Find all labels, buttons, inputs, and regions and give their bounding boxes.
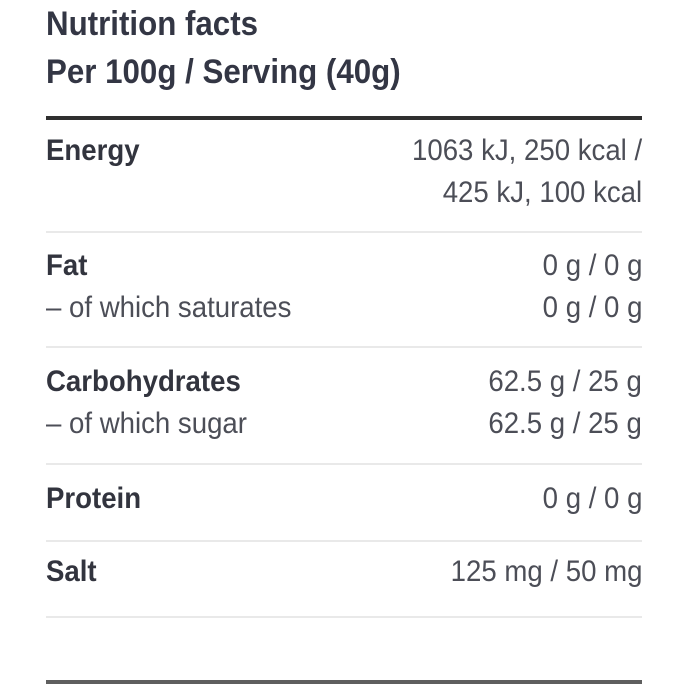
row-fat: Fat 0 g / 0 g — [46, 245, 642, 287]
bottom-divider — [46, 616, 642, 684]
carbohydrates-label: Carbohydrates — [46, 365, 241, 398]
row-salt: Salt 125 mg / 50 mg — [46, 551, 642, 593]
saturates-value: 0 g / 0 g — [542, 291, 642, 324]
saturates-label: – of which saturates — [46, 291, 292, 324]
row-energy: Energy 1063 kJ, 250 kcal / 425 kJ, 100 k… — [46, 130, 642, 214]
section-salt: Salt 125 mg / 50 mg — [46, 540, 642, 616]
energy-value-line1: 1063 kJ, 250 kcal / — [411, 134, 642, 167]
section-energy: Energy 1063 kJ, 250 kcal / 425 kJ, 100 k… — [46, 116, 642, 231]
row-saturates: – of which saturates 0 g / 0 g — [46, 287, 642, 329]
energy-value: 1063 kJ, 250 kcal / 425 kJ, 100 kcal — [412, 130, 642, 214]
salt-value: 125 mg / 50 mg — [450, 555, 642, 588]
fat-value: 0 g / 0 g — [542, 249, 642, 282]
sugar-label: – of which sugar — [46, 407, 247, 440]
salt-label: Salt — [46, 555, 97, 588]
sugar-value: 62.5 g / 25 g — [488, 407, 642, 440]
energy-label: Energy — [46, 134, 140, 167]
section-fat: Fat 0 g / 0 g – of which saturates 0 g /… — [46, 231, 642, 346]
panel-header: Nutrition facts Per 100g / Serving (40g) — [46, 2, 642, 116]
carbohydrates-value: 62.5 g / 25 g — [488, 365, 642, 398]
nutrition-facts-panel: Nutrition facts Per 100g / Serving (40g)… — [46, 0, 642, 684]
row-sugar: – of which sugar 62.5 g / 25 g — [46, 403, 642, 445]
energy-value-line2: 425 kJ, 100 kcal — [442, 176, 642, 209]
panel-title: Nutrition facts — [46, 5, 259, 43]
section-protein: Protein 0 g / 0 g — [46, 463, 642, 540]
panel-subtitle: Per 100g / Serving (40g) — [46, 53, 401, 91]
protein-label: Protein — [46, 482, 142, 515]
protein-value: 0 g / 0 g — [542, 482, 642, 515]
row-protein: Protein 0 g / 0 g — [46, 478, 642, 520]
row-carbohydrates: Carbohydrates 62.5 g / 25 g — [46, 361, 642, 403]
fat-label: Fat — [46, 249, 88, 282]
section-carbohydrates: Carbohydrates 62.5 g / 25 g – of which s… — [46, 346, 642, 463]
